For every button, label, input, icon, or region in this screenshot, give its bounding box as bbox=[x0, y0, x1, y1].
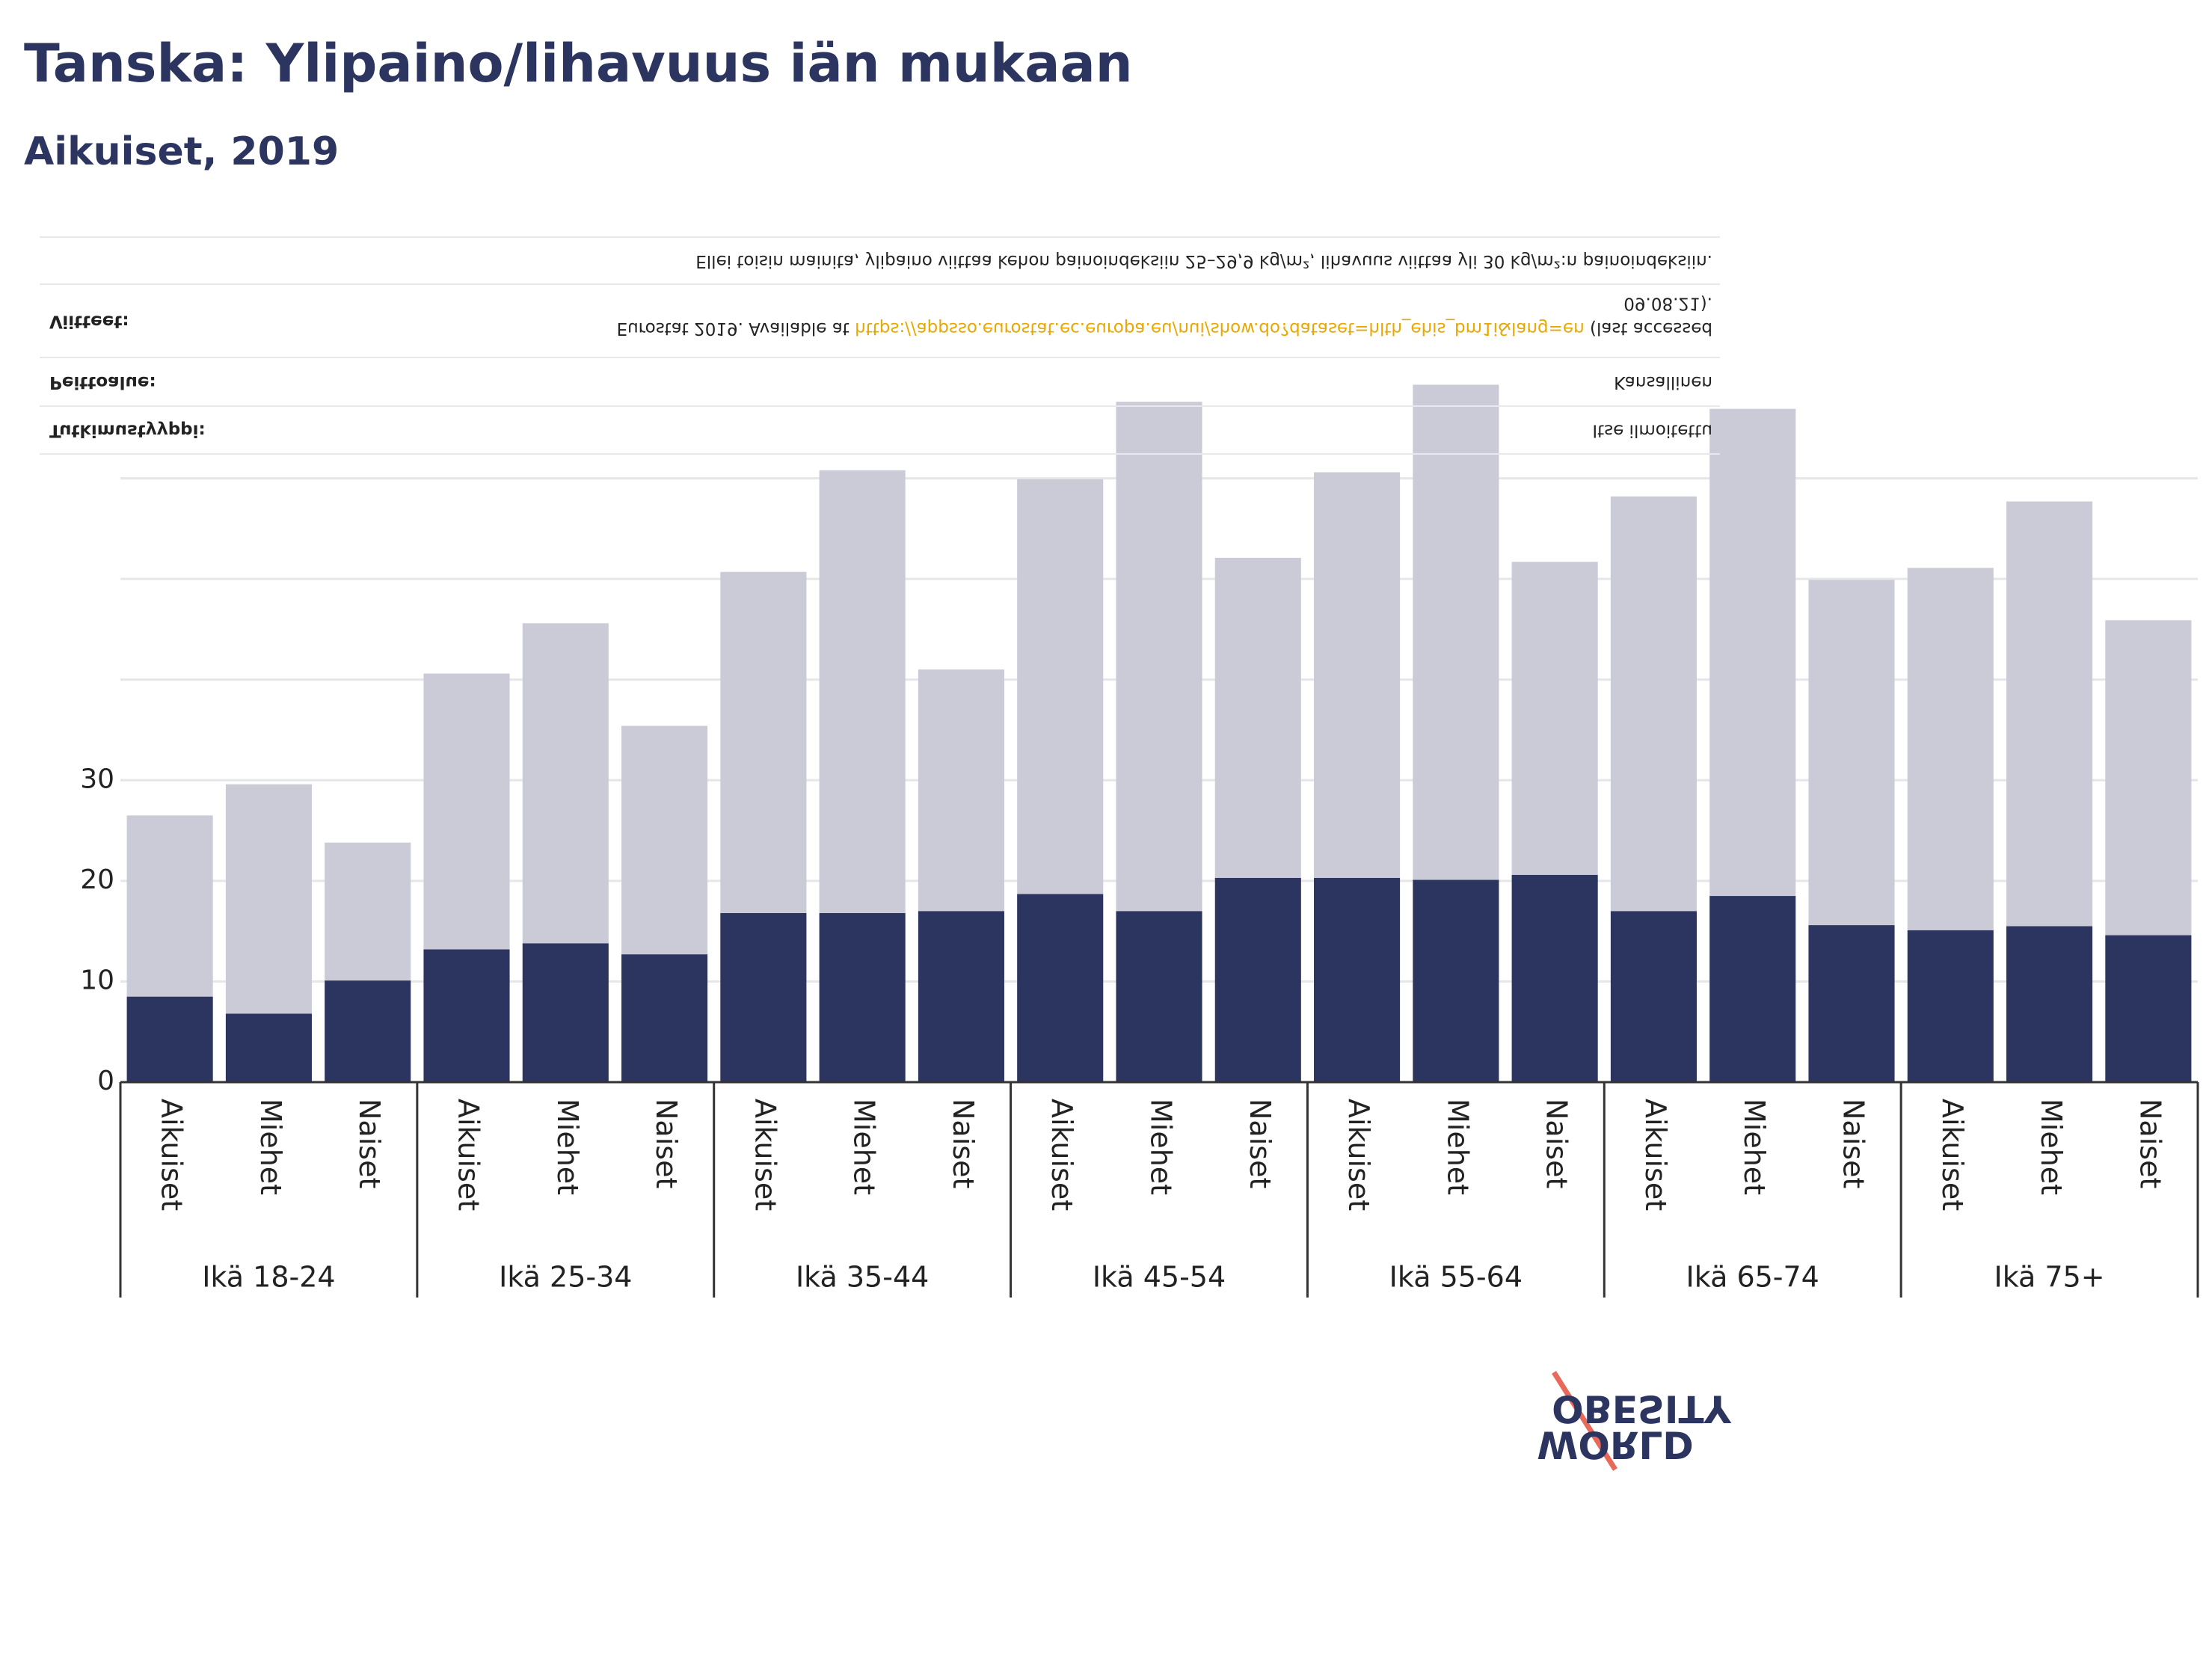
x-tick-label: Miehet bbox=[2035, 1099, 2068, 1195]
bar-segment bbox=[1314, 472, 1401, 878]
x-tick-label: Miehet bbox=[1145, 1099, 1178, 1195]
bar-segment bbox=[2006, 501, 2093, 927]
x-tick-label: Naiset bbox=[2133, 1099, 2166, 1188]
bar-segment bbox=[1808, 925, 1895, 1082]
bar-segment bbox=[1314, 877, 1401, 1082]
bar-segment bbox=[1214, 557, 1301, 878]
x-tick-label: Naiset bbox=[1837, 1099, 1870, 1188]
logo-text: WORLD bbox=[1537, 1423, 1694, 1467]
bar-segment bbox=[2006, 926, 2093, 1082]
bar-segment bbox=[1214, 877, 1301, 1082]
x-tick-label: Aikuiset bbox=[749, 1099, 781, 1211]
logo-text: OBESITY bbox=[1552, 1387, 1731, 1431]
chart-subtitle: Aikuiset, 2019 bbox=[24, 129, 339, 174]
note-text: Ellei toisin mainita, ylipaino viittaa k… bbox=[695, 251, 1712, 271]
x-tick-label: Miehet bbox=[254, 1099, 287, 1195]
logo-slash bbox=[1552, 1371, 1617, 1471]
x-tick-label: Aikuiset bbox=[156, 1099, 188, 1211]
x-tick-label: Aikuiset bbox=[452, 1099, 485, 1211]
bar-segment bbox=[1709, 896, 1796, 1082]
bar-segment bbox=[2105, 935, 2192, 1082]
bar-segment bbox=[720, 571, 807, 913]
bar-segment bbox=[1413, 879, 1499, 1082]
note-label: Tutkimustyyppi: bbox=[49, 421, 206, 440]
bar-segment bbox=[126, 996, 213, 1082]
bar-segment bbox=[522, 623, 609, 944]
group-label: Ikä 25-34 bbox=[499, 1261, 632, 1294]
y-tick-label: 10 bbox=[80, 965, 114, 995]
bar-segment bbox=[423, 673, 510, 950]
bar-segment bbox=[423, 949, 510, 1082]
x-tick-label: Miehet bbox=[1738, 1099, 1771, 1195]
x-tick-label: Naiset bbox=[947, 1099, 980, 1188]
bar-segment bbox=[1017, 894, 1104, 1082]
note-text: Kansallinen bbox=[1614, 372, 1712, 392]
x-tick-label: Miehet bbox=[1441, 1099, 1474, 1195]
bar-segment bbox=[819, 470, 906, 913]
x-tick-label: Naiset bbox=[650, 1099, 683, 1188]
bar-segment bbox=[325, 980, 411, 1082]
bar-segment bbox=[1709, 408, 1796, 897]
note-text: Eurostat 2019. Available at bbox=[617, 319, 855, 339]
bar-segment bbox=[2105, 620, 2192, 936]
group-label: Ikä 65-74 bbox=[1686, 1261, 1819, 1294]
bar-segment bbox=[522, 943, 609, 1082]
x-tick-label: Miehet bbox=[848, 1099, 881, 1195]
bar-segment bbox=[1413, 384, 1499, 880]
bar-segment bbox=[1511, 874, 1598, 1082]
note-text: 09.08.21). bbox=[1623, 294, 1712, 313]
x-tick-label: Naiset bbox=[353, 1099, 386, 1188]
x-tick-label: Aikuiset bbox=[1045, 1099, 1078, 1211]
group-label: Ikä 75+ bbox=[1994, 1261, 2105, 1294]
note-text: (last accessed bbox=[1585, 319, 1712, 339]
bar-segment bbox=[225, 1013, 312, 1082]
x-tick-label: Naiset bbox=[1540, 1099, 1573, 1188]
bar-segment bbox=[225, 784, 312, 1014]
x-tick-label: Naiset bbox=[1244, 1099, 1276, 1188]
group-label: Ikä 45-54 bbox=[1093, 1261, 1226, 1294]
bar-segment bbox=[1017, 479, 1104, 894]
x-tick-label: Miehet bbox=[551, 1099, 584, 1195]
bar-segment bbox=[918, 669, 1004, 912]
note-label: Peittoalue: bbox=[49, 372, 156, 392]
bar-segment bbox=[1610, 911, 1697, 1082]
group-label: Ikä 55-64 bbox=[1389, 1261, 1523, 1294]
note-label: Viitteet: bbox=[49, 312, 129, 331]
group-label: Ikä 35-44 bbox=[796, 1261, 929, 1294]
bar-segment bbox=[621, 954, 708, 1082]
x-tick-label: Aikuiset bbox=[1342, 1099, 1375, 1211]
note-text: Itse ilmoitettu bbox=[1592, 421, 1712, 440]
note-link[interactable]: https://appsso.eurostat.ec.europa.eu/nui… bbox=[855, 319, 1585, 339]
bar-segment bbox=[1907, 568, 1994, 930]
bar-segment bbox=[918, 911, 1004, 1082]
y-tick-label: 0 bbox=[97, 1066, 114, 1096]
bar-segment bbox=[1808, 580, 1895, 926]
bar-segment bbox=[819, 912, 906, 1082]
y-tick-label: 30 bbox=[80, 764, 114, 794]
bar-segment bbox=[1511, 562, 1598, 875]
bar-segment bbox=[1610, 496, 1697, 912]
bar-segment bbox=[126, 815, 213, 997]
y-tick-label: 20 bbox=[80, 865, 114, 895]
x-tick-label: Aikuiset bbox=[1639, 1099, 1672, 1211]
x-tick-label: Aikuiset bbox=[1936, 1099, 1969, 1211]
bar-segment bbox=[1907, 930, 1994, 1082]
bar-segment bbox=[1116, 402, 1202, 912]
bar-segment bbox=[325, 842, 411, 981]
group-label: Ikä 18-24 bbox=[202, 1261, 335, 1294]
bar-segment bbox=[1116, 911, 1202, 1082]
note-text: Eurostat 2019. Available at https://apps… bbox=[617, 319, 1712, 339]
bar-segment bbox=[720, 912, 807, 1082]
bar-segment bbox=[621, 725, 708, 955]
chart-title: Tanska: Ylipaino/lihavuus iän mukaan bbox=[24, 33, 1133, 94]
